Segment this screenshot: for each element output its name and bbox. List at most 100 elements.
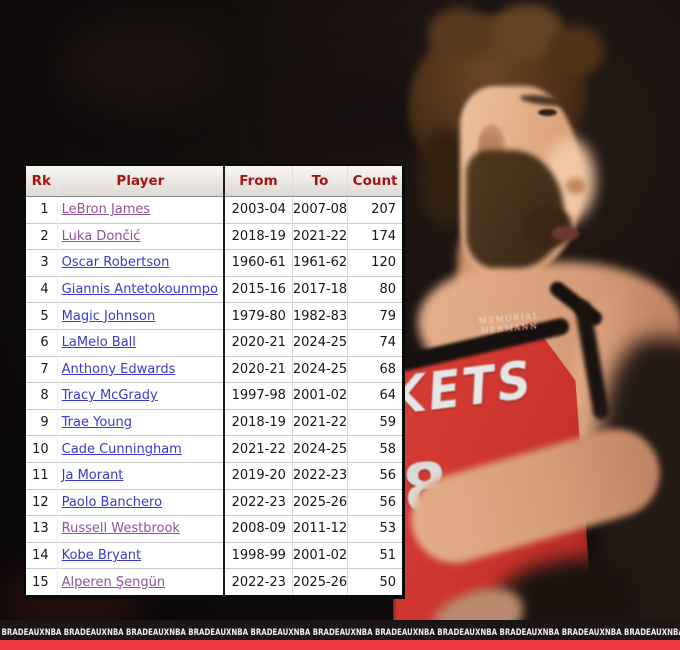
player-cell: Magic Johnson bbox=[56, 302, 225, 330]
player-link[interactable]: Tracy McGrady bbox=[61, 388, 158, 404]
stats-table: Rk Player From To Count 1 LeBron James 2… bbox=[24, 164, 404, 597]
player-cell: Anthony Edwards bbox=[56, 355, 225, 383]
rank-cell: 13 bbox=[25, 515, 58, 543]
header-from: From bbox=[223, 165, 293, 197]
rank-cell: 3 bbox=[25, 249, 58, 277]
table-row: 15 Alperen Şengün 2022-23 2025-26 50 bbox=[25, 568, 403, 596]
to-cell: 2025-26 bbox=[291, 488, 348, 516]
player-link[interactable]: Russell Westbrook bbox=[61, 521, 180, 537]
bottom-red-stripe bbox=[0, 640, 680, 650]
count-cell: 120 bbox=[347, 249, 403, 277]
player-link[interactable]: Alperen Şengün bbox=[61, 574, 166, 590]
player-link[interactable]: LaMelo Ball bbox=[61, 335, 136, 351]
player-link[interactable]: Anthony Edwards bbox=[61, 361, 176, 377]
count-cell: 58 bbox=[347, 435, 403, 463]
player-cell: Giannis Antetokounmpo bbox=[56, 275, 225, 303]
player-cell: Cade Cunningham bbox=[56, 435, 225, 463]
rank-cell: 6 bbox=[25, 328, 58, 357]
count-cell: 51 bbox=[347, 541, 403, 569]
from-cell: 2003-04 bbox=[223, 196, 293, 224]
player-cell: Alperen Şengün bbox=[56, 568, 225, 596]
table-row: 10 Cade Cunningham 2021-22 2024-25 58 bbox=[25, 435, 403, 463]
table-row: 14 Kobe Bryant 1998-99 2001-02 51 bbox=[25, 541, 403, 569]
player-link[interactable]: Kobe Bryant bbox=[61, 548, 142, 564]
table-row: 8 Tracy McGrady 1997-98 2001-02 64 bbox=[25, 382, 403, 410]
stats-table-body: 1 LeBron James 2003-04 2007-08 207 2 Luk… bbox=[25, 196, 403, 596]
player-link[interactable]: Trae Young bbox=[61, 415, 133, 431]
from-cell: 2020-21 bbox=[223, 355, 293, 383]
to-cell: 2021-22 bbox=[291, 408, 348, 436]
player-cell: Oscar Robertson bbox=[56, 249, 225, 277]
count-cell: 174 bbox=[347, 222, 403, 250]
table-row: 3 Oscar Robertson 1960-61 1961-62 120 bbox=[25, 249, 403, 277]
from-cell: 2019-20 bbox=[223, 461, 293, 490]
player-cell: LaMelo Ball bbox=[56, 328, 225, 357]
to-cell: 1982-83 bbox=[291, 302, 348, 330]
from-cell: 2022-23 bbox=[223, 568, 293, 596]
player-cell: Paolo Banchero bbox=[56, 488, 225, 516]
rank-cell: 14 bbox=[25, 541, 58, 569]
player-cell: Ja Morant bbox=[56, 461, 225, 490]
stats-table-header-row: Rk Player From To Count bbox=[25, 165, 403, 197]
rank-cell: 12 bbox=[25, 488, 58, 516]
table-row: 11 Ja Morant 2019-20 2022-23 56 bbox=[25, 461, 403, 490]
from-cell: 1960-61 bbox=[223, 249, 293, 277]
player-cell: Tracy McGrady bbox=[56, 382, 225, 410]
from-cell: 2018-19 bbox=[223, 408, 293, 436]
count-cell: 68 bbox=[347, 355, 403, 383]
count-cell: 59 bbox=[347, 408, 403, 436]
header-count: Count bbox=[347, 165, 403, 197]
count-cell: 53 bbox=[347, 515, 403, 543]
header-rk: Rk bbox=[25, 165, 58, 197]
arena-bokeh bbox=[60, 20, 220, 110]
rank-cell: 7 bbox=[25, 355, 58, 383]
watermark-band: BRADEAUXNBA BRADEAUXNBA BRADEAUXNBA BRAD… bbox=[0, 620, 680, 640]
player-nose-shadow bbox=[566, 178, 586, 194]
player-cell: Russell Westbrook bbox=[56, 515, 225, 543]
table-row: 9 Trae Young 2018-19 2021-22 59 bbox=[25, 408, 403, 436]
player-link[interactable]: Luka Dončić bbox=[61, 228, 141, 244]
player-link[interactable]: Cade Cunningham bbox=[61, 441, 182, 457]
to-cell: 1961-62 bbox=[291, 249, 348, 277]
count-cell: 50 bbox=[347, 568, 403, 596]
count-cell: 56 bbox=[347, 461, 403, 490]
player-cell: Kobe Bryant bbox=[56, 541, 225, 569]
table-row: 12 Paolo Banchero 2022-23 2025-26 56 bbox=[25, 488, 403, 516]
rank-cell: 1 bbox=[40, 202, 49, 218]
player-link[interactable]: Oscar Robertson bbox=[61, 255, 170, 271]
from-cell: 2008-09 bbox=[223, 515, 293, 543]
to-cell: 2021-22 bbox=[291, 222, 348, 250]
player-link[interactable]: LeBron James bbox=[61, 202, 151, 218]
player-link[interactable]: Magic Johnson bbox=[61, 308, 156, 324]
rank-cell: 15 bbox=[25, 568, 58, 596]
stats-table-panel: Rk Player From To Count 1 LeBron James 2… bbox=[24, 164, 404, 597]
from-cell: 1979-80 bbox=[223, 302, 293, 330]
rank-cell: 5 bbox=[25, 302, 58, 330]
count-cell: 80 bbox=[347, 275, 403, 303]
player-link[interactable]: Ja Morant bbox=[61, 468, 124, 484]
table-row: 2 Luka Dončić 2018-19 2021-22 174 bbox=[25, 222, 403, 250]
to-cell: 2017-18 bbox=[291, 275, 348, 303]
from-cell: 2018-19 bbox=[223, 222, 293, 250]
to-cell: 2025-26 bbox=[291, 568, 348, 596]
from-cell: 2020-21 bbox=[223, 328, 293, 357]
rank-cell: 2 bbox=[25, 222, 58, 250]
table-row: 4 Giannis Antetokounmpo 2015-16 2017-18 … bbox=[25, 275, 403, 303]
from-cell: 1998-99 bbox=[223, 541, 293, 569]
table-row: 6 LaMelo Ball 2020-21 2024-25 74 bbox=[25, 328, 403, 357]
count-cell: 207 bbox=[347, 196, 403, 224]
table-row: 7 Anthony Edwards 2020-21 2024-25 68 bbox=[25, 355, 403, 383]
from-cell: 2015-16 bbox=[223, 275, 293, 303]
table-row: 1 LeBron James 2003-04 2007-08 207 bbox=[25, 196, 403, 224]
table-row: 13 Russell Westbrook 2008-09 2011-12 53 bbox=[25, 515, 403, 543]
count-cell: 64 bbox=[347, 382, 403, 410]
from-cell: 1997-98 bbox=[223, 382, 293, 410]
player-link[interactable]: Giannis Antetokounmpo bbox=[61, 282, 218, 298]
rank-cell: 9 bbox=[25, 408, 58, 436]
to-cell: 2001-02 bbox=[291, 541, 348, 569]
to-cell: 2011-12 bbox=[291, 515, 348, 543]
count-cell: 56 bbox=[347, 488, 403, 516]
player-link[interactable]: Paolo Banchero bbox=[61, 494, 163, 510]
